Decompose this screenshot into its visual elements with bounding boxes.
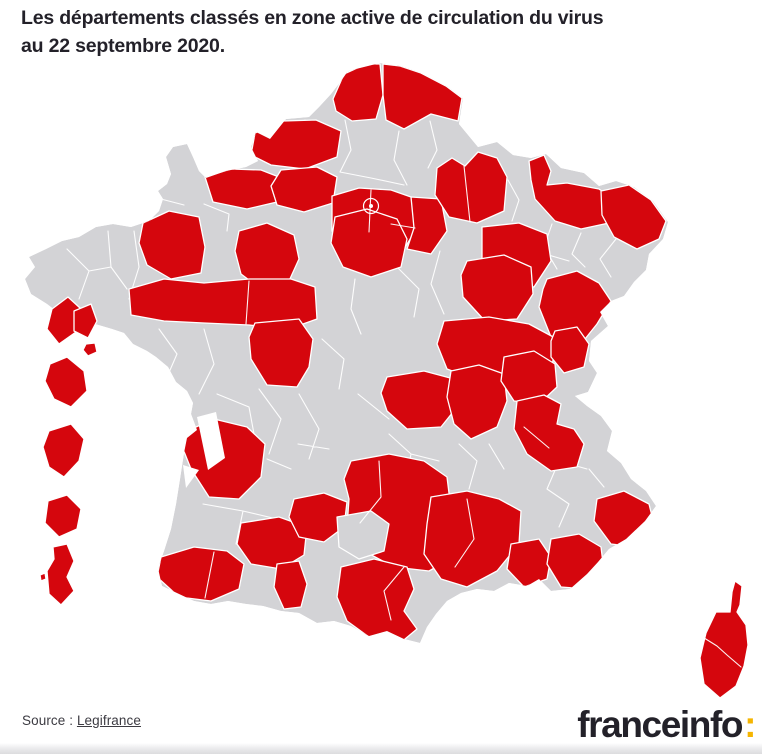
region-guadeloupe-east [73,303,98,339]
region-nord [382,63,463,130]
title-line-2: au 22 septembre 2020. [21,34,225,57]
franceinfo-logo: franceinfo: [577,704,756,745]
region-mayotte-islet [39,572,47,582]
bottom-edge-shadow [0,743,762,754]
mainland-silhouette [25,63,668,643]
region-eure [270,166,338,213]
region-la-reunion [44,494,82,538]
region-guyane [42,423,85,478]
paris-border-ring [362,197,380,215]
region-ariege-aude-pyrenees-orientales [336,558,418,643]
title-line-1: Les départements classés en zone active … [21,7,604,29]
region-mayenne [138,210,206,280]
region-isere-hautes-alpes [513,394,585,472]
region-herault-gard [423,490,522,588]
region-bouches-du-rhone [506,538,552,588]
region-bas-rhin [600,184,667,250]
inner-borders-on-active-zones [204,165,550,621]
franceinfo-logo-text: franceinfo [577,704,743,745]
region-martinique [44,356,88,408]
region-calvados [204,168,280,210]
page-title: Les départements classés en zone active … [21,5,721,60]
overseas-departments [39,296,98,606]
corse-inner-border [700,635,742,668]
region-cote-d-or [460,254,534,322]
region-ain [500,350,558,405]
region-indre [248,318,314,388]
region-rhone-loire [446,364,508,440]
region-mayotte [46,543,75,606]
region-lot [288,492,348,543]
region-tarn-et-garonne [336,510,390,560]
region-allier [380,370,458,430]
region-loiret [330,208,408,278]
region-pas-de-calais [332,63,384,122]
gironde-estuary-notch [197,412,225,470]
arcachon-notch [183,465,199,488]
paris-dot [369,204,373,208]
source-line: Source : Legifrance [22,713,141,728]
region-pyrenees-atlantiques [156,546,245,602]
region-doubs-jura [538,270,612,350]
region-marne-ardennes [434,151,508,224]
region-maine-et-loire-indre-et-loire [128,278,318,330]
region-haute-garonne [273,560,308,610]
franceinfo-logo-colon: : [744,704,756,745]
region-marie-galante [82,342,98,357]
source-label: Source : [22,713,74,728]
region-haute-savoie [550,326,590,374]
source-link[interactable]: Legifrance [76,713,141,728]
region-corse [699,580,749,699]
corse-shape [699,580,749,699]
